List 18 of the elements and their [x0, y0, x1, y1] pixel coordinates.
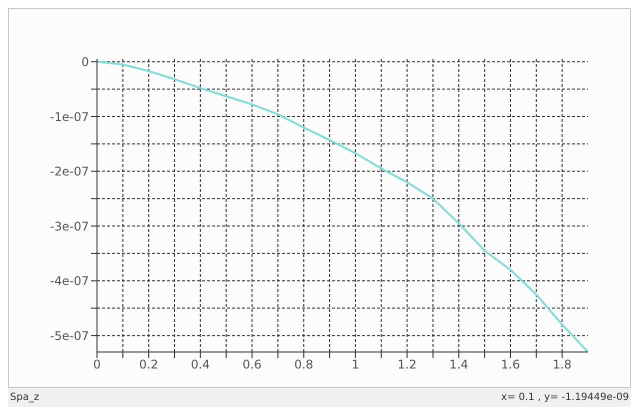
y-tick-label: -5e-07 [50, 328, 89, 343]
y-tick-label: -4e-07 [50, 274, 89, 288]
x-tick-label: 1.8 [552, 358, 572, 372]
x-tick-label: 0 [93, 358, 101, 372]
x-tick-label: 1.2 [398, 358, 417, 372]
x-tick-label: 1 [352, 358, 360, 372]
x-tick-label: 0.2 [139, 358, 158, 372]
text: x= 0.1 , y= -1.19449e-09 [501, 392, 629, 403]
y-tick-label: 0 [81, 55, 89, 69]
x-tick-label: 0.6 [242, 358, 262, 372]
x-tick-label: 0.4 [190, 358, 210, 372]
y-tick-label: -3e-07 [50, 219, 89, 234]
y-tick-label: -2e-07 [50, 164, 89, 179]
y-tick-label: -1e-07 [50, 110, 89, 124]
text: Spa_z [10, 392, 40, 403]
x-tick-label: 0.8 [294, 358, 314, 372]
x-tick-label: 1.6 [500, 358, 520, 372]
x-tick-label: 1.4 [449, 358, 468, 372]
